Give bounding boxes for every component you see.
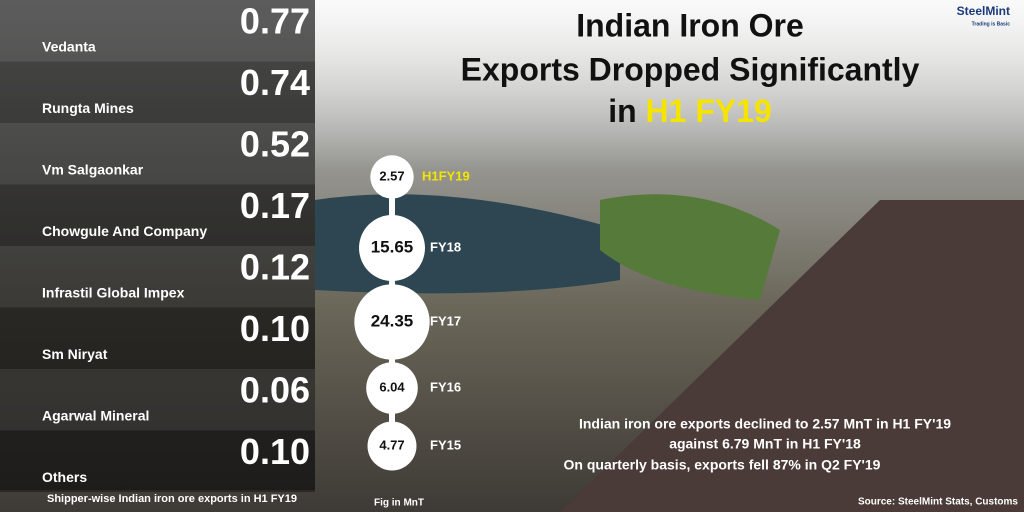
row <box>0 369 315 431</box>
value-label: 0.10 <box>240 431 310 472</box>
rail-yard <box>560 200 1024 512</box>
row <box>0 246 315 308</box>
row <box>0 61 315 123</box>
bubble <box>366 362 418 414</box>
row <box>0 184 315 246</box>
shipper-name: Sm Niryat <box>42 346 108 362</box>
year-label: FY16 <box>430 379 461 394</box>
value-label: 0.52 <box>240 124 310 165</box>
bubble-label: 4.77 <box>379 437 404 452</box>
title-part: in <box>608 93 645 129</box>
bubble <box>354 284 430 360</box>
value-label: 0.74 <box>240 62 310 103</box>
year-label: FY17 <box>430 313 461 328</box>
bubble-label: 15.65 <box>371 237 414 256</box>
source: Source: SteelMint Stats, Customs <box>858 497 1018 508</box>
year-label: FY18 <box>430 239 461 254</box>
caption: Fig in MnT <box>374 498 424 509</box>
panel <box>0 0 315 490</box>
shipper-name: Chowgule And Company <box>42 223 207 239</box>
caption: Shipper-wise Indian iron ore exports in … <box>47 493 297 505</box>
bubble-label: 24.35 <box>371 311 414 330</box>
value-label: 0.06 <box>240 370 310 411</box>
note: Indian iron ore exports declined to 2.57… <box>579 416 951 432</box>
bubble-label: 6.04 <box>379 379 405 394</box>
value-label: 0.77 <box>240 1 310 42</box>
shipper-name: Vm Salgaonkar <box>42 162 144 178</box>
fog <box>315 0 1024 170</box>
value-label: 0.17 <box>240 185 310 226</box>
shipper-name: Vedanta <box>42 39 96 55</box>
bubble-label: 2.57 <box>379 168 404 183</box>
shipper-name: Infrastil Global Impex <box>42 285 185 301</box>
title: in H1 FY19 <box>608 93 772 129</box>
year-label: FY15 <box>430 437 461 452</box>
note: against 6.79 MnT in H1 FY'18 <box>669 436 861 452</box>
shipper-name: Rungta Mines <box>42 100 134 116</box>
title-line: Exports Dropped Significantly <box>461 51 920 87</box>
year-label: H1FY19 <box>422 168 470 183</box>
bubble <box>367 421 417 471</box>
value-label: 0.10 <box>240 308 310 349</box>
park <box>600 194 780 300</box>
bubble <box>359 215 425 281</box>
tagline: Trading is Basic <box>972 21 1011 27</box>
shipper-name: Others <box>42 469 87 485</box>
bubble <box>370 155 414 199</box>
shipper-name: Agarwal Mineral <box>42 408 149 424</box>
row <box>0 430 315 492</box>
title-highlight: H1 FY19 <box>646 93 772 129</box>
brand: SteelMint <box>957 4 1010 18</box>
row <box>0 0 315 62</box>
value-label: 0.12 <box>240 247 310 288</box>
title-line: Indian Iron Ore <box>576 7 804 43</box>
note: On quarterly basis, exports fell 87% in … <box>564 457 881 473</box>
row <box>0 123 315 185</box>
row <box>0 307 315 369</box>
